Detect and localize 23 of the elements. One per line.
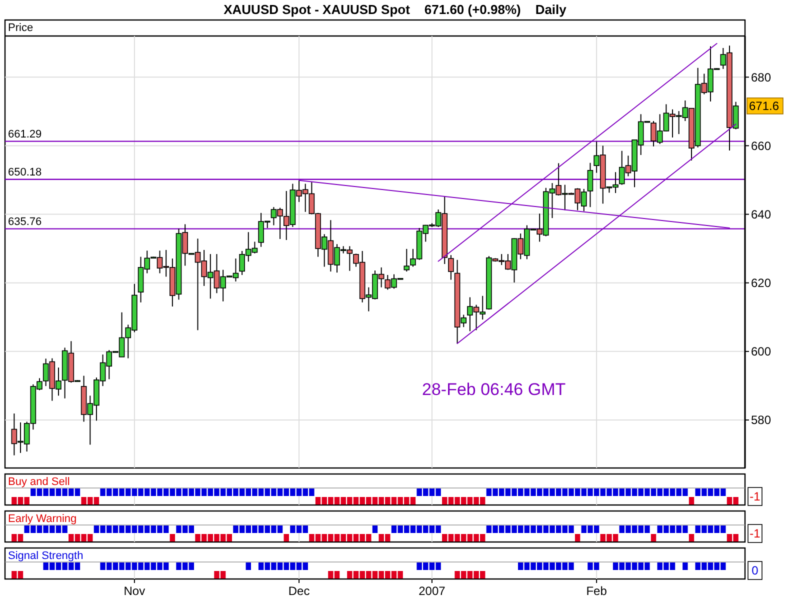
x-tick-label: Dec [288, 584, 310, 598]
chart-title: Buy and Sell [8, 476, 70, 488]
ref-line-label: 661.29 [8, 128, 42, 140]
ref-line-label: 650.18 [8, 166, 42, 178]
chart-title: XAUUSD Spot - XAUUSD Spot 671.60 (+0.98%) Daily [224, 2, 568, 17]
y-tick-label: 620 [751, 276, 772, 290]
y-tick-label: 580 [751, 413, 772, 428]
x-tick-label: Nov [124, 584, 146, 598]
x-tick-label: Feb [586, 584, 608, 598]
y-tick-label: 640 [751, 207, 772, 222]
ref-line-label: 635.76 [8, 216, 42, 228]
annotation: 671.6 [749, 99, 780, 114]
text: 0 [752, 564, 759, 578]
y-axis-title: Price [8, 22, 34, 34]
annotation: 28-Feb 06:46 GMT [422, 380, 566, 399]
chart-title: Signal Strength [8, 550, 84, 562]
text: -1 [750, 490, 761, 504]
y-tick-label: 600 [751, 344, 772, 359]
y-tick-label: 680 [751, 70, 772, 84]
chart-title: Early Warning [8, 513, 77, 525]
x-tick-label: 2007 [418, 584, 446, 598]
y-tick-label: 660 [751, 138, 772, 153]
text: -1 [750, 526, 761, 541]
